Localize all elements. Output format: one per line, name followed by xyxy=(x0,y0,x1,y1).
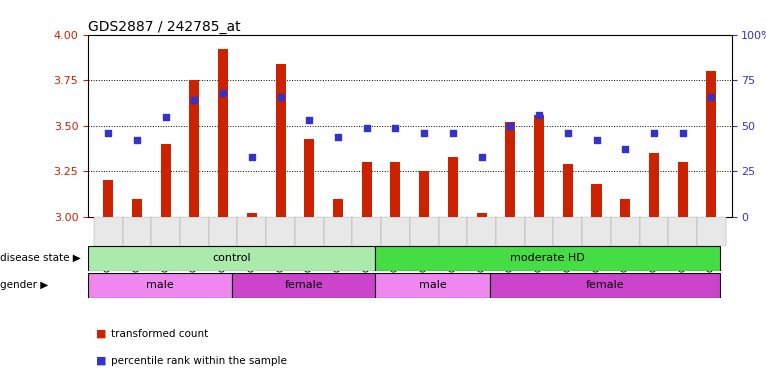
Point xyxy=(447,130,459,136)
Point xyxy=(303,117,316,123)
Point xyxy=(476,154,488,160)
Bar xyxy=(490,273,720,298)
Bar xyxy=(295,217,323,246)
Bar xyxy=(161,144,171,217)
Bar xyxy=(553,217,582,246)
Bar xyxy=(620,199,630,217)
Bar xyxy=(132,199,142,217)
Point xyxy=(361,124,373,131)
Bar xyxy=(276,64,286,217)
Bar xyxy=(448,157,458,217)
Bar xyxy=(103,180,113,217)
Bar xyxy=(582,217,611,246)
Text: female: female xyxy=(586,280,624,290)
Text: female: female xyxy=(284,280,322,290)
Bar xyxy=(94,217,123,246)
Point xyxy=(159,114,172,120)
Bar xyxy=(391,162,401,217)
Point xyxy=(102,130,114,136)
Bar xyxy=(208,217,237,246)
Bar xyxy=(410,217,438,246)
Bar xyxy=(534,115,544,217)
Point xyxy=(705,94,718,100)
Bar xyxy=(237,217,267,246)
Point xyxy=(217,90,229,96)
Bar xyxy=(333,199,343,217)
Bar xyxy=(563,164,573,217)
Point xyxy=(246,154,258,160)
Text: gender ▶: gender ▶ xyxy=(0,280,48,290)
Bar xyxy=(496,217,525,246)
Bar xyxy=(180,217,208,246)
Text: percentile rank within the sample: percentile rank within the sample xyxy=(111,356,287,366)
Text: GDS2887 / 242785_at: GDS2887 / 242785_at xyxy=(88,20,241,33)
Bar xyxy=(123,217,152,246)
Point xyxy=(648,130,660,136)
Bar xyxy=(467,217,496,246)
Bar xyxy=(375,273,490,298)
Bar xyxy=(218,49,228,217)
Text: control: control xyxy=(212,253,251,263)
Bar xyxy=(323,217,352,246)
Point xyxy=(274,94,286,100)
Point xyxy=(188,97,201,103)
Bar xyxy=(304,139,314,217)
Bar xyxy=(381,217,410,246)
Bar xyxy=(88,273,231,298)
Bar xyxy=(438,217,467,246)
Point xyxy=(591,137,603,144)
Text: transformed count: transformed count xyxy=(111,329,208,339)
Text: ■: ■ xyxy=(96,329,106,339)
Bar xyxy=(706,71,716,217)
Point xyxy=(131,137,143,144)
Bar xyxy=(506,122,516,217)
Point xyxy=(561,130,574,136)
Text: ■: ■ xyxy=(96,356,106,366)
Text: male: male xyxy=(419,280,447,290)
Bar xyxy=(640,217,668,246)
Point xyxy=(504,123,516,129)
Bar xyxy=(88,246,375,271)
Bar xyxy=(591,184,601,217)
Bar xyxy=(476,214,486,217)
Bar xyxy=(649,153,659,217)
Bar xyxy=(611,217,640,246)
Bar xyxy=(362,162,372,217)
Point xyxy=(676,130,689,136)
Text: moderate HD: moderate HD xyxy=(510,253,585,263)
Point xyxy=(332,134,344,140)
Bar xyxy=(352,217,381,246)
Point xyxy=(418,130,430,136)
Text: disease state ▶: disease state ▶ xyxy=(0,253,80,263)
Point xyxy=(389,124,401,131)
Bar xyxy=(678,162,688,217)
Bar xyxy=(525,217,553,246)
Bar xyxy=(152,217,180,246)
Bar xyxy=(668,217,697,246)
Bar xyxy=(231,273,375,298)
Bar xyxy=(375,246,720,271)
Bar xyxy=(697,217,726,246)
Bar xyxy=(267,217,295,246)
Bar xyxy=(189,80,199,217)
Bar xyxy=(247,214,257,217)
Point xyxy=(533,112,545,118)
Point xyxy=(619,146,631,152)
Text: male: male xyxy=(146,280,174,290)
Bar xyxy=(419,171,429,217)
